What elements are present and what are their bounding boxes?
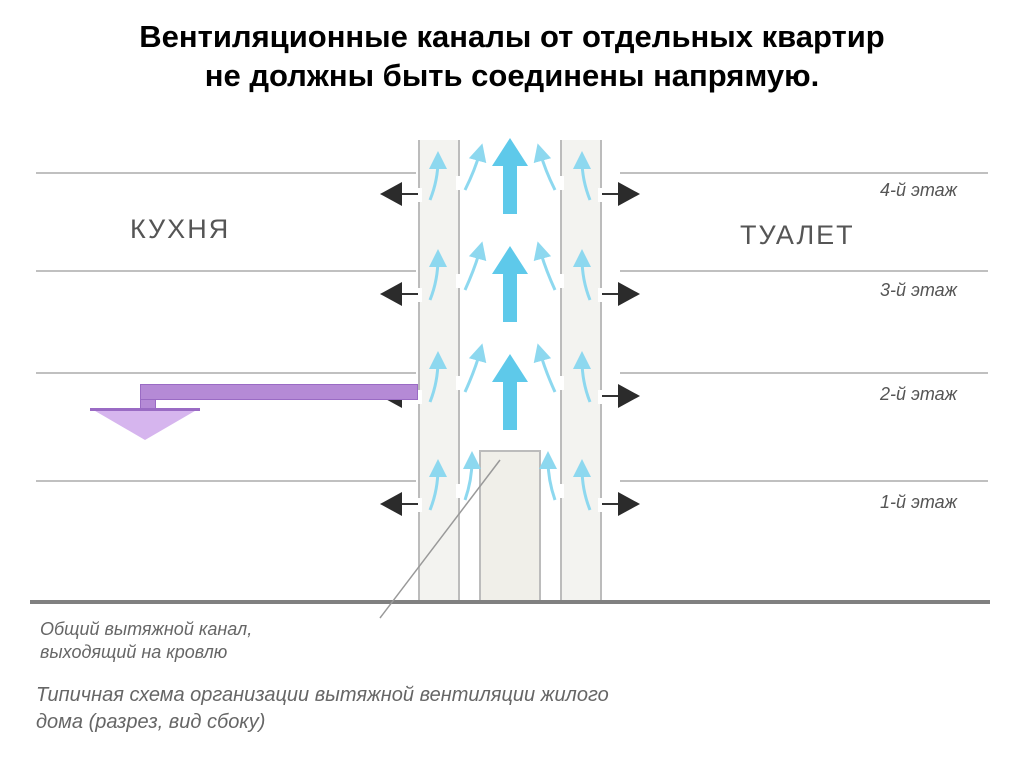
inlet-right-3 [556,274,564,288]
floor-line-3-left [36,270,416,272]
inlet-left-4 [456,176,464,190]
right-room-label: ТУАЛЕТ [740,220,855,251]
figure-caption: Типичная схема организации вытяжной вент… [36,682,796,736]
grille-right-2-stem [602,395,618,397]
title-line-2: не должны быть соединены напрямую. [40,57,984,96]
page-title: Вентиляционные каналы от отдельных кварт… [0,0,1024,104]
ground-line [30,600,990,604]
floor-line-3-right [620,270,988,272]
inlet-right-1 [556,484,564,498]
inlet-left-2 [456,376,464,390]
callout-line-1: Общий вытяжной канал, [40,618,252,641]
inlet-left-1 [456,484,464,498]
inlet-outer-right-2 [598,390,606,404]
floor-line-4-left [36,172,416,174]
grille-left-4-stem [402,193,418,195]
grille-right-2 [618,384,640,408]
floor-label-3: 3-й этаж [880,280,957,301]
callout-text: Общий вытяжной канал, выходящий на кровл… [40,618,252,665]
grille-right-1 [618,492,640,516]
floor-label-2: 2-й этаж [880,384,957,405]
inlet-left-3 [456,274,464,288]
floor-line-2-right [620,372,988,374]
main-arrow-2 [492,246,528,322]
ventilation-diagram: КУХНЯ ТУАЛЕТ 4-й этаж 3-й этаж 2-й этаж … [0,140,1024,750]
inlet-outer-right-3 [598,288,606,302]
grille-left-4 [380,182,402,206]
inlet-outer-left-4 [414,188,422,202]
grille-left-3-stem [402,293,418,295]
grille-left-1-stem [402,503,418,505]
grille-right-4 [618,182,640,206]
callout-line-2: выходящий на кровлю [40,641,252,664]
grille-right-4-stem [602,193,618,195]
floor-label-1: 1-й этаж [880,492,957,513]
inlet-outer-right-1 [598,498,606,512]
grille-left-3 [380,282,402,306]
inlet-outer-left-3 [414,288,422,302]
inlet-outer-right-4 [598,188,606,202]
grille-right-3-stem [602,293,618,295]
inlet-right-2 [556,376,564,390]
title-line-1: Вентиляционные каналы от отдельных кварт… [40,18,984,57]
grille-left-1 [380,492,402,516]
grille-right-1-stem [602,503,618,505]
inlet-outer-left-1 [414,498,422,512]
shaft-partition [479,450,541,600]
floor-line-2-left [36,372,416,374]
main-arrow-3 [492,138,528,214]
main-arrow-1 [492,354,528,430]
floor-label-4: 4-й этаж [880,180,957,201]
left-room-label: КУХНЯ [130,214,230,245]
floor-line-4-right [620,172,988,174]
floor-line-1-left [36,480,416,482]
cooker-hood [120,384,400,474]
floor-line-1-right [620,480,988,482]
caption-line-1: Типичная схема организации вытяжной вент… [36,684,609,706]
caption-line-2: дома (разрез, вид сбоку) [36,711,265,733]
inlet-right-4 [556,176,564,190]
grille-right-3 [618,282,640,306]
shaft-left-branch [418,140,460,600]
shaft-right-branch [560,140,602,600]
